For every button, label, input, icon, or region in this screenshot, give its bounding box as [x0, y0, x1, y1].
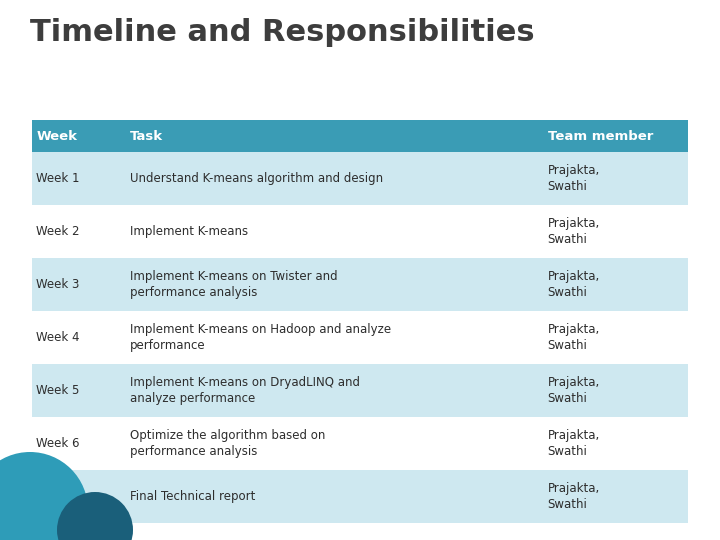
Text: Prajakta,
Swathi: Prajakta, Swathi [548, 323, 600, 352]
Text: Optimize the algorithm based on
performance analysis: Optimize the algorithm based on performa… [130, 429, 325, 458]
Text: Prajakta,
Swathi: Prajakta, Swathi [548, 429, 600, 458]
Text: Understand K-means algorithm and design: Understand K-means algorithm and design [130, 172, 383, 185]
Text: Timeline and Responsibilities: Timeline and Responsibilities [30, 18, 535, 47]
Bar [32, 470, 688, 523]
Circle shape [0, 452, 88, 540]
Bar [32, 152, 688, 205]
Text: Week 2: Week 2 [37, 225, 80, 238]
Text: Prajakta,
Swathi: Prajakta, Swathi [548, 270, 600, 299]
Text: Prajakta,
Swathi: Prajakta, Swathi [548, 376, 600, 405]
Text: Week 6: Week 6 [37, 437, 80, 450]
Text: Week 7: Week 7 [37, 490, 80, 503]
Text: Implement K-means on DryadLINQ and
analyze performance: Implement K-means on DryadLINQ and analy… [130, 376, 360, 405]
Bar [32, 258, 688, 311]
Bar [32, 205, 688, 258]
Text: Task: Task [130, 130, 163, 143]
Bar [32, 417, 688, 470]
Text: Week 1: Week 1 [37, 172, 80, 185]
Bar [32, 364, 688, 417]
Text: Implement K-means: Implement K-means [130, 225, 248, 238]
Circle shape [57, 492, 133, 540]
Text: Week 5: Week 5 [37, 384, 80, 397]
Text: Week 3: Week 3 [37, 278, 80, 291]
Text: Team member: Team member [548, 130, 653, 143]
Bar [32, 311, 688, 364]
Text: Week 4: Week 4 [37, 331, 80, 344]
Text: Implement K-means on Hadoop and analyze
performance: Implement K-means on Hadoop and analyze … [130, 323, 391, 352]
Text: Implement K-means on Twister and
performance analysis: Implement K-means on Twister and perform… [130, 270, 338, 299]
Bar [32, 120, 688, 152]
Text: Prajakta,
Swathi: Prajakta, Swathi [548, 482, 600, 511]
Text: Week: Week [37, 130, 78, 143]
Text: Prajakta,
Swathi: Prajakta, Swathi [548, 217, 600, 246]
Text: Prajakta,
Swathi: Prajakta, Swathi [548, 164, 600, 193]
Text: Final Technical report: Final Technical report [130, 490, 256, 503]
